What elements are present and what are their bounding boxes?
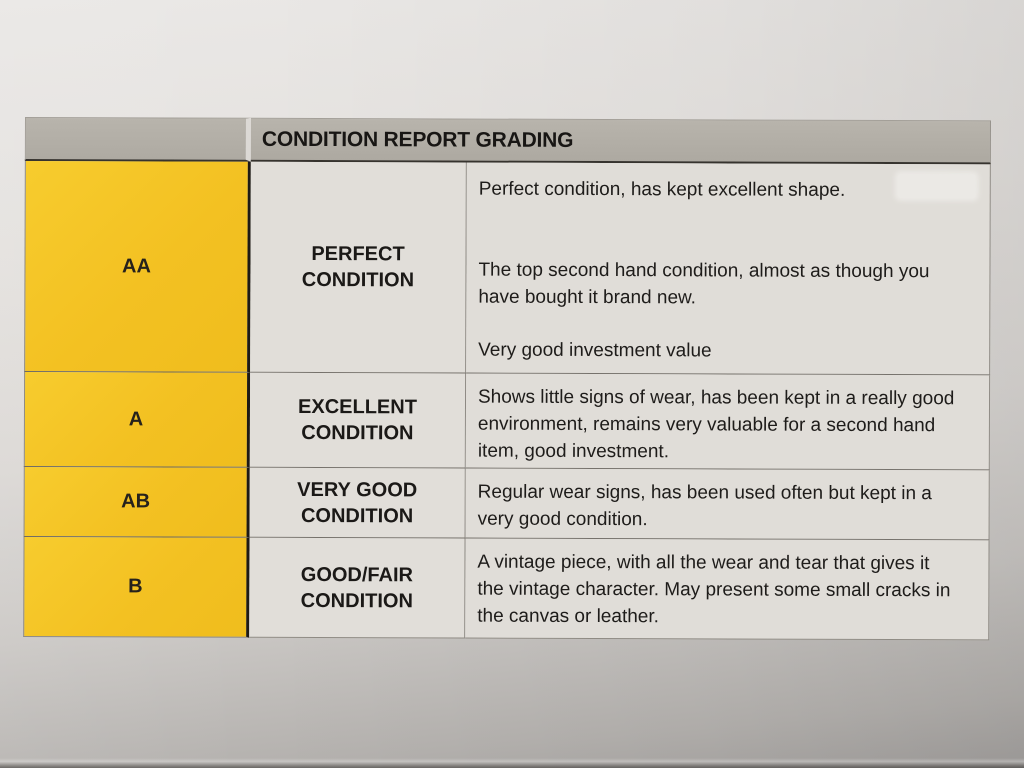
description-paragraph: The top second hand condition, almost as… bbox=[478, 259, 930, 309]
description-paragraph: Regular wear signs, has been used often … bbox=[477, 481, 932, 531]
header-spacer-cell bbox=[24, 117, 251, 162]
condition-label-line: VERY GOOD bbox=[297, 478, 418, 501]
condition-label-line: CONDITION bbox=[300, 589, 413, 612]
grade-cell: AA bbox=[24, 160, 251, 373]
table-title: CONDITION REPORT GRADING bbox=[250, 117, 991, 165]
condition-grading-table: CONDITION REPORT GRADING AA PERFECT COND… bbox=[23, 117, 991, 641]
description-paragraph: Shows little signs of wear, has been kep… bbox=[477, 386, 955, 463]
condition-label-line: PERFECT bbox=[311, 243, 405, 266]
description-paragraph: Perfect condition, has kept excellent sh… bbox=[478, 178, 846, 201]
condition-label-line: CONDITION bbox=[301, 421, 414, 445]
description-cell: Perfect condition, has kept excellent sh… bbox=[466, 162, 991, 376]
whiteout-patch bbox=[897, 174, 976, 199]
condition-label-cell: PERFECT CONDITION bbox=[250, 161, 467, 374]
photo-bottom-edge bbox=[0, 758, 1024, 768]
condition-label-line: CONDITION bbox=[300, 504, 414, 527]
condition-label-line: GOOD/FAIR bbox=[300, 563, 414, 586]
grade-cell: A bbox=[23, 371, 251, 468]
condition-label-cell: VERY GOOD CONDITION bbox=[249, 467, 466, 539]
condition-label-cell: EXCELLENT CONDITION bbox=[249, 372, 467, 469]
description-cell: Shows little signs of wear, has been kep… bbox=[465, 373, 991, 471]
grade-cell: B bbox=[23, 536, 250, 638]
description-cell: Regular wear signs, has been used often … bbox=[465, 468, 990, 541]
condition-label-line: EXCELLENT bbox=[297, 395, 417, 419]
description-paragraph: Very good investment value bbox=[478, 339, 712, 362]
condition-label-cell: GOOD/FAIR CONDITION bbox=[249, 537, 466, 639]
description-cell: A vintage piece, with all the wear and t… bbox=[465, 538, 990, 641]
condition-label-line: CONDITION bbox=[301, 268, 415, 292]
grade-cell: AB bbox=[23, 466, 250, 538]
description-paragraph: A vintage piece, with all the wear and t… bbox=[477, 551, 951, 628]
